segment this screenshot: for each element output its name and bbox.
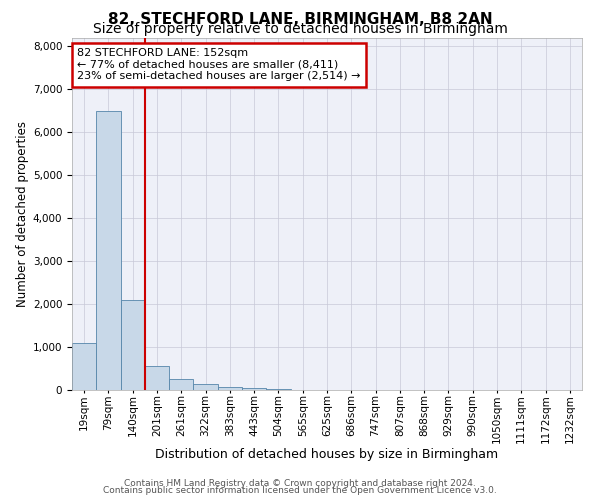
Bar: [193, 384, 218, 390]
Bar: [218, 386, 242, 390]
Bar: [72, 342, 96, 390]
Text: Size of property relative to detached houses in Birmingham: Size of property relative to detached ho…: [92, 22, 508, 36]
Bar: [266, 389, 290, 390]
Text: Contains HM Land Registry data © Crown copyright and database right 2024.: Contains HM Land Registry data © Crown c…: [124, 478, 476, 488]
Bar: [96, 110, 121, 390]
Bar: [242, 388, 266, 390]
Text: Contains public sector information licensed under the Open Government Licence v3: Contains public sector information licen…: [103, 486, 497, 495]
Y-axis label: Number of detached properties: Number of detached properties: [16, 120, 29, 306]
Bar: [145, 366, 169, 390]
Text: 82 STECHFORD LANE: 152sqm
← 77% of detached houses are smaller (8,411)
23% of se: 82 STECHFORD LANE: 152sqm ← 77% of detac…: [77, 48, 361, 82]
Bar: [121, 300, 145, 390]
Bar: [169, 380, 193, 390]
X-axis label: Distribution of detached houses by size in Birmingham: Distribution of detached houses by size …: [155, 448, 499, 462]
Text: 82, STECHFORD LANE, BIRMINGHAM, B8 2AN: 82, STECHFORD LANE, BIRMINGHAM, B8 2AN: [107, 12, 493, 28]
